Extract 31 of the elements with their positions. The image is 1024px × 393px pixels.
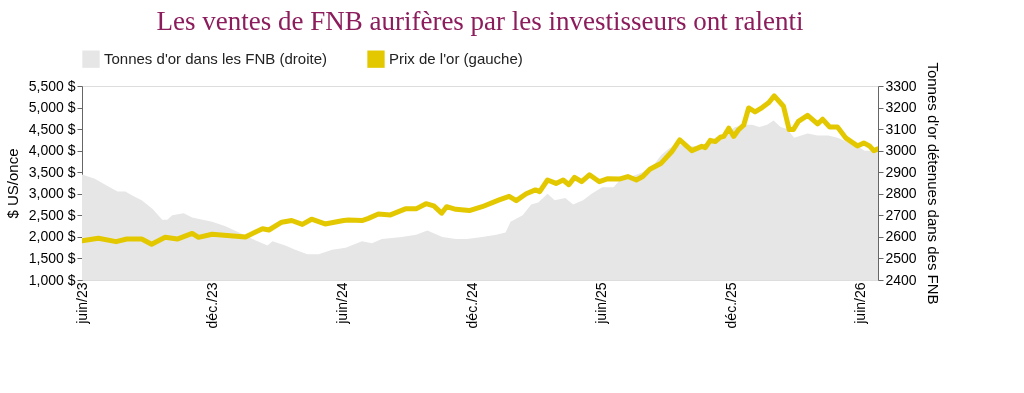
y2-tick-label: 3300 bbox=[885, 77, 917, 94]
y-tick-label: 2,000 $ bbox=[28, 228, 76, 245]
x-tick-label: juin/25 bbox=[593, 282, 610, 325]
y-tick-label: 3,500 $ bbox=[28, 163, 76, 180]
y2-tick-label: 2800 bbox=[885, 185, 917, 202]
y-tick-label: 4,500 $ bbox=[28, 120, 76, 137]
y2-tick-label: 3100 bbox=[885, 120, 917, 137]
y2-tick-label: 2600 bbox=[885, 228, 917, 245]
x-tick-label: déc./24 bbox=[463, 282, 480, 329]
y-tick-label: 3,000 $ bbox=[28, 185, 76, 202]
y2-tick-label: 2900 bbox=[885, 163, 917, 180]
y-tick-label: 5,500 $ bbox=[28, 77, 76, 94]
legend-label: Prix de l'or (gauche) bbox=[389, 50, 523, 68]
x-tick-label: déc./25 bbox=[723, 282, 740, 329]
y2-tick-label: 2500 bbox=[885, 249, 917, 266]
y2-tick-label: 3000 bbox=[885, 142, 917, 159]
y2-tick-label: 3200 bbox=[885, 99, 917, 116]
y-tick-label: 4,000 $ bbox=[28, 142, 76, 159]
y2-tick-label: 2400 bbox=[885, 271, 917, 288]
chart-title: Les ventes de FNB aurifères par les investisseurs ont ralenti bbox=[156, 6, 804, 36]
y-axis-title: $ US/once bbox=[3, 148, 21, 219]
y2-tick-label: 2700 bbox=[885, 206, 917, 223]
y-tick-label: 1,500 $ bbox=[28, 249, 76, 266]
y-tick-label: 5,000 $ bbox=[28, 99, 76, 116]
x-tick-label: juin/24 bbox=[333, 282, 350, 325]
y2-axis-title: Tonnes d'or détenues dans des FNB bbox=[924, 62, 942, 305]
x-tick-label: juin/26 bbox=[852, 282, 869, 325]
x-tick-label: déc./23 bbox=[203, 282, 220, 329]
y-tick-label: 2,500 $ bbox=[28, 206, 76, 223]
y-tick-label: 1,000 $ bbox=[28, 271, 76, 288]
legend-label: Tonnes d'or dans les FNB (droite) bbox=[104, 50, 327, 68]
